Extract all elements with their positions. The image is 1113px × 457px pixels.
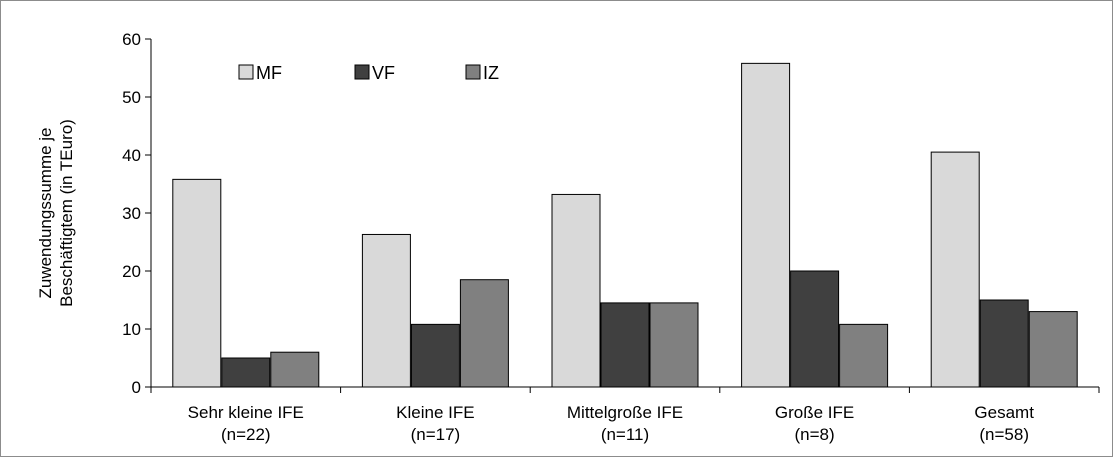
bar-mf bbox=[361, 233, 411, 388]
x-category-label: Mittelgroße IFE bbox=[567, 403, 683, 422]
bar-mf bbox=[741, 62, 791, 388]
x-category-label: Gesamt bbox=[974, 403, 1034, 422]
x-category-label: Kleine IFE bbox=[396, 403, 474, 422]
legend-swatch-iz bbox=[465, 64, 481, 80]
y-tick-label: 10 bbox=[122, 320, 141, 339]
y-tick-label: 60 bbox=[122, 30, 141, 49]
legend-label-mf: MF bbox=[256, 63, 282, 83]
bar-vf bbox=[790, 270, 840, 388]
y-tick-label: 50 bbox=[122, 88, 141, 107]
legend-swatch-vf bbox=[354, 64, 370, 80]
bar-vf bbox=[410, 323, 460, 388]
x-category-label: (n=11) bbox=[601, 425, 649, 444]
y-axis-ticks: 0 10 20 30 40 50 60 bbox=[122, 30, 151, 397]
legend-swatch-mf bbox=[238, 64, 254, 80]
bar-iz bbox=[270, 351, 320, 388]
bar-vf bbox=[221, 357, 271, 388]
x-category-label: (n=22) bbox=[221, 425, 271, 444]
bar-vf bbox=[600, 302, 650, 388]
bar-vf bbox=[979, 299, 1029, 388]
bar-iz bbox=[649, 302, 699, 388]
x-category-label: (n=17) bbox=[411, 425, 461, 444]
x-axis-categories: Sehr kleine IFE (n=22) Kleine IFE (n=17) Mit… bbox=[188, 403, 1035, 444]
y-tick-label: 30 bbox=[122, 204, 141, 223]
y-tick-label: 40 bbox=[122, 146, 141, 165]
bar-mf bbox=[551, 193, 601, 388]
legend-label-vf: VF bbox=[372, 63, 395, 83]
bar-iz bbox=[459, 279, 509, 388]
bar-mf bbox=[172, 178, 222, 388]
bar-iz bbox=[839, 323, 889, 388]
y-axis-label-line: Beschäftigtem (in TEuro) bbox=[57, 119, 76, 307]
x-category-label: (n=58) bbox=[979, 425, 1029, 444]
y-axis-label: Zuwendungssumme je Beschäftigtem (in TEur… bbox=[36, 119, 76, 307]
legend-label-iz: IZ bbox=[483, 63, 499, 83]
bar-mf bbox=[930, 151, 980, 388]
x-category-label: Sehr kleine IFE bbox=[188, 403, 304, 422]
y-tick-label: 0 bbox=[132, 378, 141, 397]
bars bbox=[172, 62, 1078, 388]
y-axis-label-line: Zuwendungssumme je bbox=[36, 127, 55, 298]
bar-iz bbox=[1028, 311, 1078, 388]
y-tick-label: 20 bbox=[122, 262, 141, 281]
x-category-label: Große IFE bbox=[775, 403, 854, 422]
axes bbox=[150, 39, 1100, 393]
legend: MF VF IZ bbox=[238, 63, 499, 83]
x-category-label: (n=8) bbox=[795, 425, 835, 444]
